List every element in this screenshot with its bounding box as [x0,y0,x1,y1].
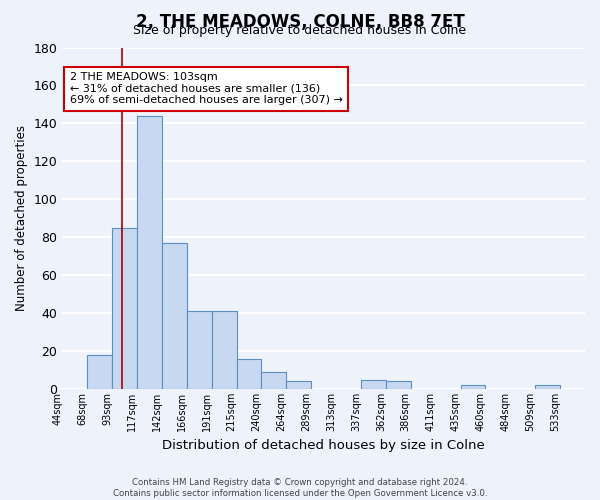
Bar [87,355,112,389]
Bar [236,358,262,389]
Bar [212,311,236,389]
Text: Contains HM Land Registry data © Crown copyright and database right 2024.
Contai: Contains HM Land Registry data © Crown c… [113,478,487,498]
X-axis label: Distribution of detached houses by size in Colne: Distribution of detached houses by size … [162,440,485,452]
Text: 2 THE MEADOWS: 103sqm
← 31% of detached houses are smaller (136)
69% of semi-det: 2 THE MEADOWS: 103sqm ← 31% of detached … [70,72,343,106]
Bar [137,116,162,389]
Bar [262,372,286,389]
Bar [386,382,411,389]
Bar [187,311,212,389]
Bar [162,243,187,389]
Bar [361,380,386,389]
Text: 2, THE MEADOWS, COLNE, BB8 7ET: 2, THE MEADOWS, COLNE, BB8 7ET [136,12,464,30]
Bar [286,382,311,389]
Bar [112,228,137,389]
Bar [461,385,485,389]
Y-axis label: Number of detached properties: Number of detached properties [15,126,28,312]
Bar [535,385,560,389]
Text: Size of property relative to detached houses in Colne: Size of property relative to detached ho… [133,24,467,37]
